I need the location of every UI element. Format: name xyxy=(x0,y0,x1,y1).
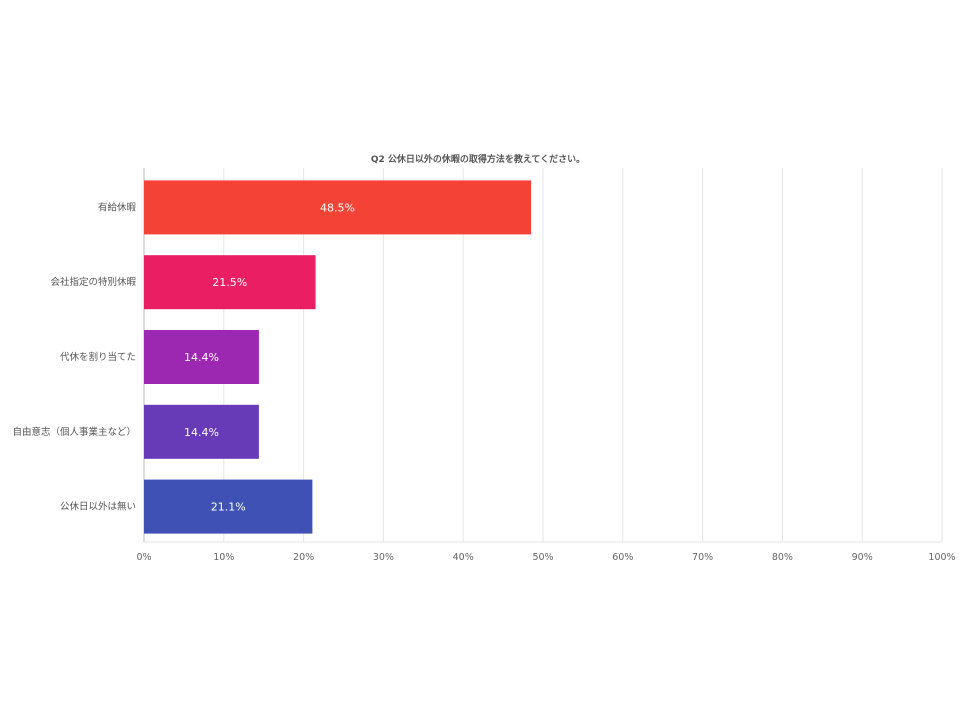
category-label: 自由意志（個人事業主など） xyxy=(12,426,136,438)
bar xyxy=(144,180,532,235)
data-label: 14.4% xyxy=(184,426,219,439)
x-tick-label: 50% xyxy=(532,552,553,563)
x-tick-label: 0% xyxy=(136,552,151,563)
data-label: 14.4% xyxy=(184,351,219,364)
category-label: 公休日以外は無い xyxy=(60,501,136,513)
x-tick-label: 60% xyxy=(612,552,633,563)
category-label: 有給休暇 xyxy=(98,201,137,213)
data-label: 21.5% xyxy=(212,276,247,289)
category-label: 会社指定の特別休暇 xyxy=(50,276,136,288)
x-tick-label: 30% xyxy=(373,552,394,563)
bar xyxy=(144,330,259,384)
x-tick-label: 70% xyxy=(692,552,713,563)
data-label: 21.1% xyxy=(211,501,246,514)
x-tick-label: 10% xyxy=(213,552,234,563)
data-label: 48.5% xyxy=(320,201,355,214)
category-label: 代休を割り当てた xyxy=(60,351,136,363)
chart-title: Q2 公休日以外の休暇の取得方法を教えてください。 xyxy=(371,153,585,165)
x-tick-label: 40% xyxy=(453,552,474,563)
bar xyxy=(144,255,316,310)
x-tick-label: 80% xyxy=(772,552,793,563)
bar xyxy=(144,404,259,459)
x-tick-label: 20% xyxy=(293,552,314,563)
x-tick-label: 100% xyxy=(928,552,955,563)
bar xyxy=(144,479,313,534)
x-tick-label: 90% xyxy=(852,552,873,563)
